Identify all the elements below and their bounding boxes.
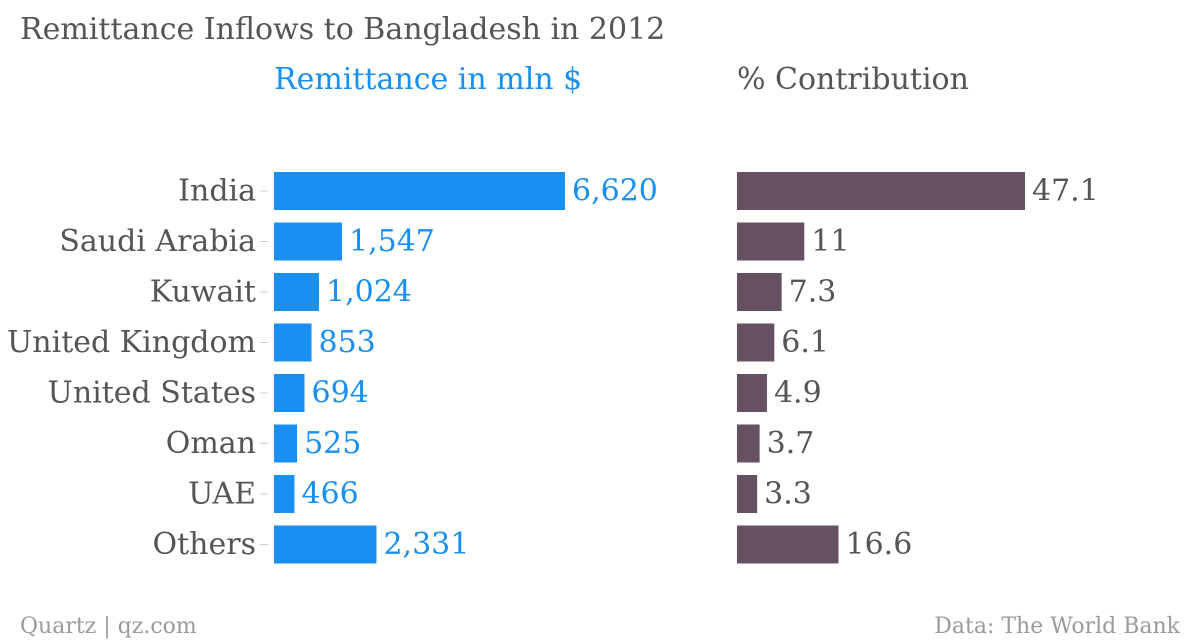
bar-remittance-in-mln-uae <box>274 475 295 513</box>
data-label-contribution-united-kingdom: 6.1 <box>781 325 829 360</box>
data-source: Data: The World Bank <box>934 614 1180 639</box>
series-title-remittance: Remittance in mln $ <box>274 62 583 97</box>
category-label-united-kingdom: United Kingdom <box>7 325 256 360</box>
category-label-oman: Oman <box>166 426 256 461</box>
data-label-remittance-in-mln-oman: 525 <box>304 426 361 461</box>
data-label-remittance-in-mln-india: 6,620 <box>572 174 658 209</box>
data-label-remittance-in-mln-uae: 466 <box>301 477 358 512</box>
category-label-kuwait: Kuwait <box>150 275 256 310</box>
bar-contribution-kuwait <box>737 273 782 311</box>
bar-contribution-uae <box>737 475 758 513</box>
bar-remittance-in-mln-oman <box>274 424 298 463</box>
data-label-contribution-oman: 3.7 <box>767 426 815 461</box>
category-label-uae: UAE <box>188 477 256 512</box>
source-credit: Quartz | qz.com <box>20 614 197 639</box>
bar-contribution-others <box>737 525 839 564</box>
bar-contribution-saudi-arabia <box>737 222 805 261</box>
data-label-remittance-in-mln-saudi-arabia: 1,547 <box>349 224 435 259</box>
data-label-contribution-others: 16.6 <box>846 527 913 562</box>
bar-remittance-in-mln-saudi-arabia <box>274 222 343 261</box>
bar-remittance-in-mln-united-kingdom <box>274 323 312 362</box>
bar-contribution-united-states <box>737 374 767 412</box>
bar-remittance-in-mln-india <box>274 172 565 210</box>
data-label-contribution-united-states: 4.9 <box>774 376 822 411</box>
bar-contribution-india <box>737 172 1025 210</box>
bar-contribution-united-kingdom <box>737 323 775 362</box>
category-label-india: India <box>178 174 256 209</box>
bar-contribution-oman <box>737 424 760 463</box>
bar-remittance-in-mln-others <box>274 525 377 564</box>
chart-title: Remittance Inflows to Bangladesh in 2012 <box>20 12 666 47</box>
category-label-united-states: United States <box>48 376 256 411</box>
data-label-remittance-in-mln-united-kingdom: 853 <box>318 325 375 360</box>
bar-remittance-in-mln-kuwait <box>274 273 320 311</box>
data-label-contribution-uae: 3.3 <box>764 477 812 512</box>
data-label-contribution-india: 47.1 <box>1032 174 1099 209</box>
data-label-remittance-in-mln-kuwait: 1,024 <box>326 275 412 310</box>
data-label-contribution-kuwait: 7.3 <box>789 275 837 310</box>
data-label-contribution-saudi-arabia: 11 <box>811 224 849 259</box>
bar-remittance-in-mln-united-states <box>274 374 305 412</box>
data-label-remittance-in-mln-united-states: 694 <box>312 376 369 411</box>
category-label-saudi-arabia: Saudi Arabia <box>59 224 256 259</box>
data-label-remittance-in-mln-others: 2,331 <box>383 527 469 562</box>
series-title-contribution: % Contribution <box>737 62 969 97</box>
category-label-others: Others <box>153 527 256 562</box>
